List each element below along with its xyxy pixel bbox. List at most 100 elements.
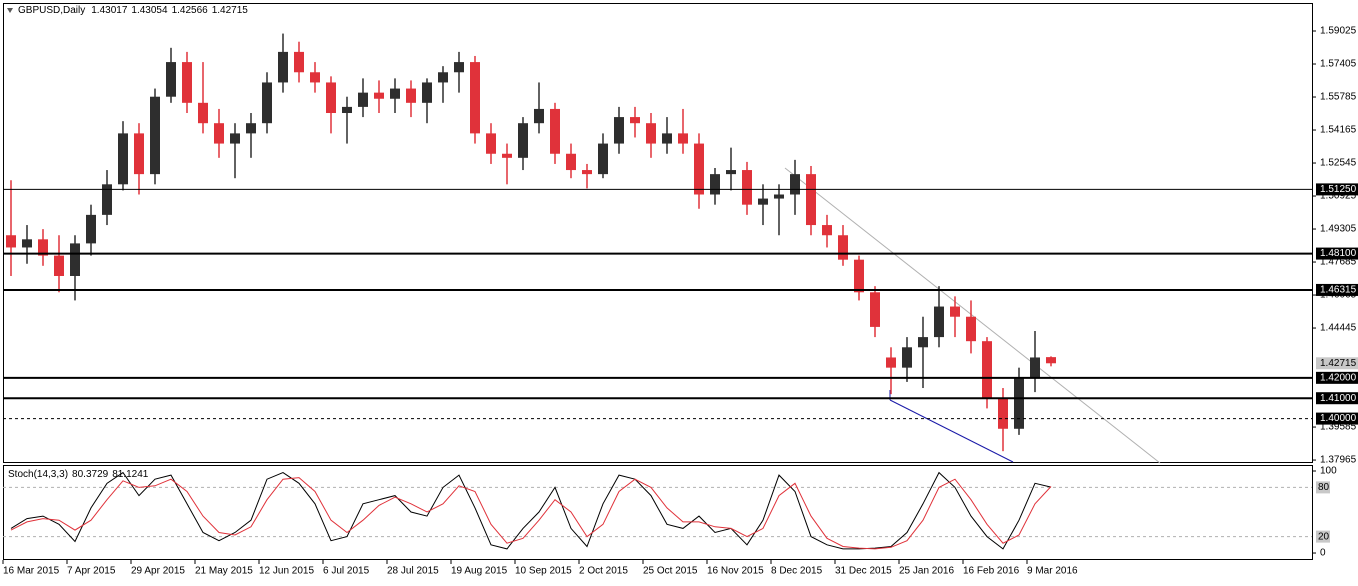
stoch-line xyxy=(10,477,1052,550)
y-tick-label: 1.47685 xyxy=(1320,257,1357,268)
candle-body xyxy=(310,72,320,83)
level-label-box xyxy=(1316,530,1330,543)
candle-body xyxy=(790,174,800,195)
y-tick-label: 1.54165 xyxy=(1320,125,1357,136)
candle-body xyxy=(6,235,16,248)
x-tick-label: 31 Dec 2015 xyxy=(835,566,892,577)
x-tick-label: 7 Apr 2015 xyxy=(67,566,116,577)
x-tick-label: 12 Jun 2015 xyxy=(259,566,314,577)
candle-body xyxy=(454,62,464,73)
candle-body xyxy=(934,306,944,338)
y-tick-label: 1.55785 xyxy=(1320,92,1357,103)
x-tick-label: 9 Mar 2016 xyxy=(1027,566,1078,577)
candle-body xyxy=(326,82,336,114)
stoch-k-value: 80.3729 xyxy=(72,469,109,480)
candle-body xyxy=(870,292,880,327)
level-label: 80 xyxy=(1318,482,1330,493)
candle-body xyxy=(118,133,128,185)
candle-body xyxy=(134,133,144,175)
x-tick-label: 10 Sep 2015 xyxy=(515,566,572,577)
level-label-box xyxy=(1316,371,1358,384)
stoch-panel-frame xyxy=(3,465,1313,560)
candle-body xyxy=(950,306,960,317)
candle-body xyxy=(566,153,576,171)
candle-body xyxy=(486,133,496,154)
candle-body xyxy=(742,170,752,205)
symbol-title: GBPUSD,Daily xyxy=(18,5,85,16)
candle-body xyxy=(646,123,656,144)
level-label: 20 xyxy=(1318,531,1330,542)
candle-body xyxy=(886,357,896,368)
candle-body xyxy=(774,194,784,199)
x-tick-label: 16 Mar 2015 xyxy=(3,566,60,577)
candle-body xyxy=(806,174,816,226)
y-tick-label: 1.59025 xyxy=(1320,26,1357,37)
y-tick-label: 0 xyxy=(1320,548,1326,559)
candle-body xyxy=(1014,377,1024,429)
candle-body xyxy=(854,259,864,293)
x-tick-label: 8 Dec 2015 xyxy=(771,566,823,577)
candle-body xyxy=(22,239,32,248)
trend-line xyxy=(889,399,1014,463)
stoch-d-value: 81.1241 xyxy=(112,469,149,480)
candle-body xyxy=(1030,357,1040,378)
candle-body xyxy=(758,198,768,205)
stoch-header: Stoch(14,3,3) 80.3729 81.1241 xyxy=(8,469,149,480)
header-high: 1.43054 xyxy=(131,5,168,16)
y-tick-label: 1.37965 xyxy=(1320,455,1357,466)
candle-body xyxy=(70,243,80,276)
candle-body xyxy=(166,62,176,97)
candle-body xyxy=(998,398,1008,429)
candle-body xyxy=(502,153,512,158)
y-tick-label: 1.39585 xyxy=(1320,422,1357,433)
level-label-box xyxy=(1316,392,1358,405)
panel-icon xyxy=(7,8,13,13)
candle-body xyxy=(214,123,224,144)
level-label: 1.42000 xyxy=(1320,372,1357,383)
candle-body xyxy=(534,108,544,124)
x-tick-label: 2 Oct 2015 xyxy=(579,566,628,577)
candle-body xyxy=(278,51,288,83)
header-close: 1.42715 xyxy=(212,5,249,16)
candle-body xyxy=(726,170,736,175)
level-label-box xyxy=(1316,412,1358,425)
level-label: 1.41000 xyxy=(1320,393,1357,404)
y-tick-label: 1.49305 xyxy=(1320,224,1357,235)
candle-body xyxy=(470,62,480,134)
stoch-line xyxy=(10,471,1052,550)
candle-body xyxy=(694,143,704,195)
y-tick-label: 1.52545 xyxy=(1320,158,1357,169)
header-open: 1.43017 xyxy=(91,5,128,16)
level-label-box xyxy=(1316,283,1358,296)
level-label-box xyxy=(1316,183,1358,196)
x-tick-label: 25 Oct 2015 xyxy=(643,566,698,577)
x-tick-label: 25 Jan 2016 xyxy=(899,566,954,577)
candle-body xyxy=(822,225,832,236)
candle-body xyxy=(918,337,928,348)
price-label-box xyxy=(1316,357,1358,370)
candle-body xyxy=(550,108,560,154)
candle-body xyxy=(38,239,48,256)
candle-body xyxy=(678,133,688,144)
candle-body xyxy=(902,347,912,368)
candle-body xyxy=(406,88,416,103)
level-label-box xyxy=(1316,247,1358,260)
candle-body xyxy=(838,235,848,260)
candle-body xyxy=(982,341,992,399)
x-tick-label: 29 Apr 2015 xyxy=(131,566,185,577)
candle-body xyxy=(358,92,368,107)
level-label: 1.46315 xyxy=(1320,285,1357,296)
level-label: 1.51250 xyxy=(1320,184,1357,195)
candle-body xyxy=(630,117,640,124)
trend-line xyxy=(784,167,1161,464)
candle-body xyxy=(422,82,432,103)
y-tick-label: 1.44445 xyxy=(1320,323,1357,334)
candle-body xyxy=(198,102,208,124)
candle-body xyxy=(390,88,400,99)
y-tick-label: 1.50925 xyxy=(1320,191,1357,202)
y-tick-label: 100 xyxy=(1320,466,1337,477)
candle-body xyxy=(342,106,352,114)
candle-body xyxy=(102,184,112,215)
candle-body xyxy=(294,51,304,73)
